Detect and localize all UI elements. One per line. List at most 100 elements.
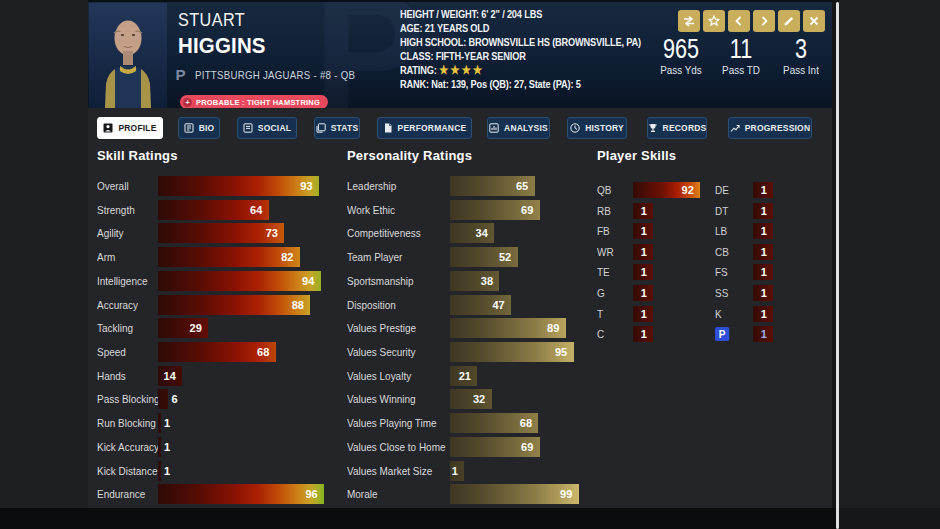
rating-value: 1 [641,244,647,260]
position-skill-lb: LB 1 [715,223,825,239]
position-skill-te: TE1 [597,264,707,280]
rating-value: 94 [302,271,314,291]
rating-value: 1 [164,461,170,481]
rating-label: Strength [97,200,135,220]
rating-label: Competitiveness [347,223,421,243]
rating-value: 68 [520,413,532,433]
rating-label: Leadership [347,176,396,196]
rating-value: 1 [761,264,767,280]
rating-label: K [715,306,722,322]
position-skill-ss: SS1 [715,285,825,301]
rating-value: 1 [641,326,647,342]
rating-value: 1 [641,264,647,280]
position-skill-cb: CB1 [715,244,825,260]
rating-label: C [597,326,604,342]
rating-value: 65 [516,176,528,196]
rating-value: 14 [164,366,176,386]
rating-label: Values Close to Home [347,437,446,457]
rating-value: 34 [476,223,488,243]
rating-value: 99 [560,484,572,504]
rating-bar [450,389,492,409]
rating-bar [158,295,310,315]
rating-value: 38 [481,271,493,291]
skill-row-arm: Arm82 [97,247,342,267]
personality-row-sportsmanship: Sportsmanship 38 [347,271,592,291]
skill-row-speed: Speed68 [97,342,342,362]
rating-value: 1 [641,203,647,219]
rating-value: 69 [521,200,533,220]
rating-bar [158,176,319,196]
rating-value: 21 [459,366,471,386]
rating-label: WR [597,244,614,260]
rating-label: Sportsmanship [347,271,414,291]
rating-label: Overall [97,176,129,196]
rating-value: 52 [499,247,511,267]
rating-label: Morale [347,484,378,504]
right-gutter-bottom [839,508,940,529]
position-skill-t: T1 [597,306,707,322]
rating-bar [158,413,161,433]
position-skill-de: DE1 [715,182,825,198]
rating-label: Kick Accuracy [97,437,159,457]
player-skills-header: Player Skills [597,148,676,163]
rating-bar [158,271,321,291]
position-skill-g: G1 [597,285,707,301]
skill-row-hands: Hands 14 [97,366,342,386]
skill-row-accuracy: Accuracy88 [97,295,342,315]
personality-ratings-header: Personality Ratings [347,148,472,163]
content-panel: P STUART HIGGINS P PITT [88,0,832,508]
player-profile-screen: P STUART HIGGINS P PITT [0,0,940,529]
rating-value: 1 [641,306,647,322]
rating-label: Disposition [347,295,396,315]
rating-label: Accuracy [97,295,138,315]
rating-bar [158,484,324,504]
rating-label: G [597,285,605,301]
rating-label: FS [715,264,728,280]
position-skill-rb: RB1 [597,203,707,219]
rating-bar [158,437,161,457]
skill-row-run-blocking: Run Blocking1 [97,413,342,433]
rating-value: 1 [761,326,767,342]
scrollbar[interactable] [836,2,839,529]
rating-value: 6 [171,389,177,409]
rating-label: Hands [97,366,126,386]
position-skill-wr: WR 1 [597,244,707,260]
rating-value: 1 [761,244,767,260]
rating-label: Tackling [97,318,133,338]
skill-row-agility: Agility73 [97,223,342,243]
personality-row-morale: Morale 99 [347,484,592,504]
rating-value: 64 [250,200,262,220]
skill-row-strength: Strength 64 [97,200,342,220]
personality-row-team-player: Team Player52 [347,247,592,267]
rating-bar [158,247,300,267]
position-skill-c: C1 [597,326,707,342]
rating-value: 69 [521,437,533,457]
rating-label: Arm [97,247,115,267]
position-skill-qb: QB92 [597,182,707,198]
skill-row-endurance: Endurance96 [97,484,342,504]
position-skill-dt: DT1 [715,203,825,219]
bottom-gutter [0,508,839,529]
skill-row-kick-accuracy: Kick Accuracy1 [97,437,342,457]
rating-value: 1 [761,223,767,239]
rating-label: Pass Blocking [97,389,160,409]
rating-value: 96 [305,484,317,504]
rating-label: Work Ethic [347,200,395,220]
rating-label: FB [597,223,610,239]
personality-row-competitiveness: Competitiveness 34 [347,223,592,243]
rating-label: T [597,306,603,322]
personality-row-leadership: Leadership 65 [347,176,592,196]
position-skill-fs: FS 1 [715,264,825,280]
rating-label: Values Security [347,342,416,362]
personality-row-values-market-size: Values Market Size1 [347,461,592,481]
rating-value: 1 [641,223,647,239]
skill-row-tackling: Tackling 29 [97,318,342,338]
left-gutter [0,0,88,508]
rating-label: Intelligence [97,271,147,291]
rating-label: Values Winning [347,389,416,409]
rating-label: LB [715,223,727,239]
skill-ratings-header: Skill Ratings [97,148,178,163]
rating-value: 1 [761,306,767,322]
rating-value: 29 [190,318,202,338]
rating-value: 1 [641,285,647,301]
